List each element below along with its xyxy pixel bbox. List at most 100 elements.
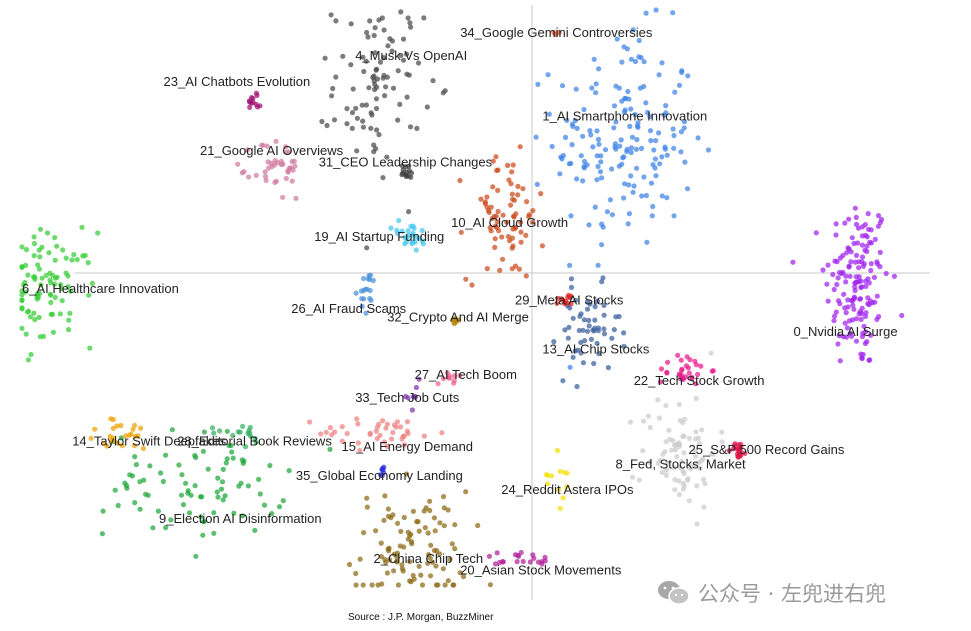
point [664, 467, 670, 473]
point [551, 339, 557, 345]
point [847, 273, 853, 279]
point [416, 376, 422, 382]
point [398, 9, 404, 15]
point [272, 158, 278, 164]
point [648, 180, 655, 186]
point [217, 428, 223, 434]
point [285, 169, 291, 175]
point [385, 546, 391, 552]
point [387, 557, 393, 563]
point [138, 425, 144, 431]
point [35, 262, 41, 268]
point [240, 423, 246, 429]
point [441, 523, 447, 529]
point [67, 288, 74, 294]
point [262, 173, 269, 179]
point [485, 207, 491, 214]
point [659, 154, 665, 160]
point [658, 366, 665, 372]
point [129, 473, 135, 479]
point [397, 101, 403, 107]
point [239, 513, 246, 519]
point [596, 350, 602, 357]
point [360, 582, 366, 588]
point [568, 213, 574, 219]
point [699, 427, 705, 433]
cluster-34-google-gemini-controversies [551, 29, 562, 38]
point [400, 167, 406, 173]
point [492, 244, 498, 250]
point [632, 112, 638, 118]
point [641, 83, 647, 90]
point [622, 107, 628, 113]
point [361, 275, 367, 282]
topic-label: 33_Tech Job Cuts [355, 390, 460, 405]
point [381, 72, 387, 78]
point [371, 149, 377, 155]
point [581, 106, 587, 113]
point [416, 563, 422, 569]
point [515, 192, 521, 198]
point [676, 491, 683, 498]
point [408, 24, 414, 30]
point [253, 172, 259, 178]
point [451, 373, 457, 379]
point [647, 424, 653, 431]
point [370, 277, 376, 284]
point [611, 125, 617, 131]
point [559, 83, 566, 89]
point [220, 497, 226, 503]
point [853, 316, 860, 322]
point [586, 222, 592, 228]
wechat-icon [658, 581, 690, 605]
point [628, 56, 635, 62]
point [592, 304, 598, 310]
cluster-8-fed-stocks-market [627, 350, 725, 527]
point [372, 25, 378, 31]
point [348, 62, 354, 68]
point [32, 317, 38, 323]
point [859, 334, 866, 340]
point [427, 498, 433, 504]
point [846, 264, 852, 270]
point [499, 234, 505, 240]
point [626, 96, 632, 102]
point [421, 433, 427, 439]
point [238, 480, 244, 486]
point [399, 562, 405, 568]
point [865, 276, 871, 282]
point [200, 448, 206, 454]
point [307, 419, 313, 425]
point [419, 582, 426, 588]
point [332, 429, 338, 435]
point [65, 327, 72, 333]
topic-label: 26_AI Fraud Scams [291, 301, 406, 316]
point [199, 494, 205, 500]
point [676, 478, 682, 484]
point [460, 574, 467, 580]
point [563, 298, 569, 304]
point [568, 276, 575, 282]
point [676, 443, 682, 450]
point [373, 105, 380, 112]
point [621, 44, 627, 50]
point [735, 454, 741, 460]
point [686, 435, 693, 441]
point [87, 345, 93, 351]
point [859, 254, 866, 260]
point [435, 381, 441, 387]
cluster-26-ai-fraud-scams [353, 272, 376, 316]
point [368, 125, 374, 131]
point [566, 324, 572, 330]
point [346, 561, 353, 568]
point [665, 359, 671, 365]
point [514, 559, 520, 565]
point [380, 418, 386, 424]
point [224, 428, 230, 434]
point [126, 432, 133, 438]
point [253, 90, 259, 96]
point [649, 213, 655, 219]
point [848, 259, 854, 265]
point [505, 233, 511, 240]
